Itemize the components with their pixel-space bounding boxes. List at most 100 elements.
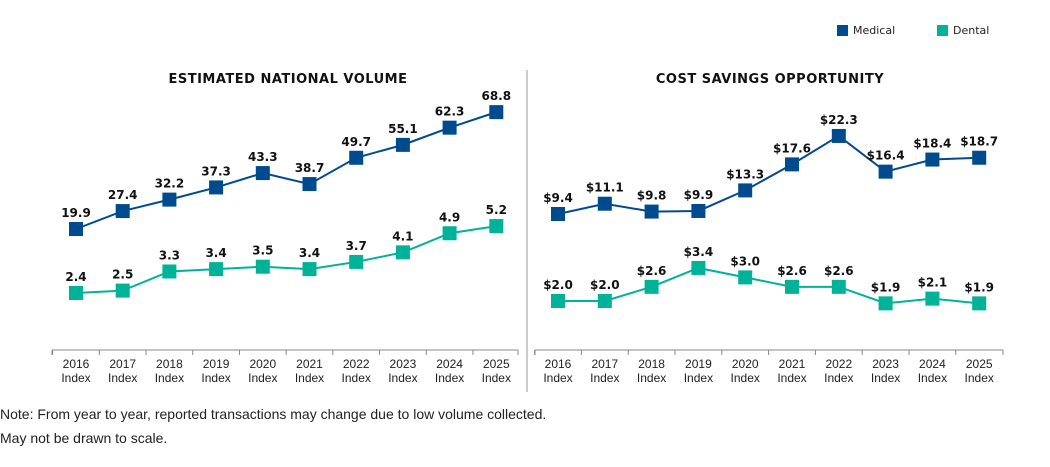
series-line-dental: [558, 266, 980, 305]
data-label: 3.4: [299, 246, 320, 260]
data-label: $1.9: [964, 280, 994, 294]
x-tick-label: 2020 Index: [248, 357, 277, 385]
data-point-dental: [785, 279, 799, 294]
x-tick-label: 2023 Index: [871, 357, 900, 385]
data-label: $2.6: [824, 264, 854, 278]
data-point-dental: [972, 296, 987, 311]
legend-medical-swatch: [837, 25, 848, 36]
data-point-medical: [162, 192, 177, 207]
data-point-dental: [395, 245, 410, 260]
data-point-medical: [442, 120, 457, 135]
note-text: Note: From year to year, reported transa…: [0, 406, 547, 422]
data-label: $9.4: [543, 191, 573, 205]
data-label: $11.1: [586, 181, 624, 195]
data-point-medical: [597, 196, 612, 211]
data-point-medical: [644, 204, 659, 219]
data-point-medical: [551, 207, 565, 221]
data-point-dental: [597, 294, 612, 308]
data-label: $22.3: [820, 113, 858, 127]
data-label: $1.9: [871, 280, 901, 294]
x-tick-label: 2018 Index: [637, 357, 666, 385]
data-point-dental: [551, 294, 565, 308]
data-label: 43.3: [248, 150, 278, 164]
data-point-dental: [489, 219, 504, 234]
data-point-medical: [785, 157, 799, 172]
data-point-medical: [255, 166, 270, 181]
data-label: 19.9: [61, 206, 91, 220]
data-point-dental: [69, 286, 83, 300]
data-label: 3.3: [159, 248, 180, 262]
data-label: 27.4: [108, 188, 138, 202]
data-point-dental: [738, 270, 753, 285]
x-tick-label: 2016 Index: [543, 357, 572, 385]
x-tick-label: 2017 Index: [590, 357, 619, 385]
data-point-medical: [69, 222, 83, 236]
x-tick-label: 2022 Index: [824, 357, 853, 385]
data-point-medical: [349, 150, 364, 165]
data-point-dental: [115, 283, 130, 298]
data-label: 5.2: [486, 203, 507, 217]
data-label: 49.7: [341, 135, 371, 149]
data-label: 3.7: [346, 239, 367, 253]
chart-title: ESTIMATED NATIONAL VOLUME: [168, 72, 407, 87]
data-point-dental: [691, 260, 706, 275]
data-label: $9.9: [684, 188, 714, 202]
data-point-medical: [738, 183, 753, 198]
data-label: 32.2: [155, 177, 185, 191]
data-label: $2.0: [590, 278, 620, 292]
data-label: 4.9: [439, 210, 460, 224]
scale-note-text: May not be drawn to scale.: [0, 430, 168, 446]
x-tick-label: 2019 Index: [201, 357, 230, 385]
x-tick-label: 2022 Index: [342, 357, 371, 385]
x-tick-label: 2025 Index: [965, 357, 994, 385]
legend-medical-label: Medical: [853, 24, 896, 37]
legend-dental: Dental: [937, 24, 989, 37]
data-point-dental: [255, 259, 270, 274]
data-point-medical: [831, 128, 846, 143]
data-label: 2.4: [65, 270, 86, 284]
x-tick-label: 2020 Index: [731, 357, 760, 385]
data-label: $18.7: [960, 135, 998, 149]
data-label: 2.5: [112, 268, 133, 282]
series-line-dental: [75, 225, 497, 294]
data-label: 62.3: [435, 105, 465, 119]
data-label: $16.4: [867, 149, 905, 163]
data-point-dental: [442, 226, 457, 241]
x-tick-label: 2021 Index: [777, 357, 806, 385]
data-point-medical: [878, 164, 893, 179]
legend-dental-label: Dental: [953, 24, 990, 37]
data-point-dental: [349, 254, 364, 269]
x-tick-label: 2024 Index: [435, 357, 464, 385]
data-point-medical: [489, 105, 504, 120]
x-tick-label: 2018 Index: [155, 357, 184, 385]
data-label: $17.6: [773, 141, 811, 155]
data-point-medical: [691, 203, 706, 218]
legend-dental-swatch: [937, 25, 948, 36]
x-tick-label: 2023 Index: [388, 357, 417, 385]
data-label: $9.8: [637, 189, 667, 203]
x-tick-label: 2016 Index: [61, 357, 90, 385]
chart-title: COST SAVINGS OPPORTUNITY: [656, 72, 884, 87]
data-point-dental: [209, 262, 224, 277]
data-label: 4.1: [392, 229, 413, 243]
data-point-medical: [302, 177, 317, 192]
data-label: 55.1: [388, 122, 418, 136]
x-tick-label: 2024 Index: [918, 357, 947, 385]
data-label: $2.6: [777, 264, 807, 278]
data-label: $3.4: [684, 245, 714, 259]
data-label: $3.0: [730, 254, 760, 268]
x-tick-label: 2017 Index: [108, 357, 137, 385]
data-label: 3.5: [252, 244, 273, 258]
x-tick-label: 2019 Index: [684, 357, 713, 385]
legend-medical: Medical: [837, 24, 895, 37]
data-point-dental: [831, 279, 846, 294]
data-label: 37.3: [201, 164, 231, 178]
data-label: 68.8: [481, 89, 511, 103]
data-label: $2.1: [918, 276, 948, 290]
data-point-medical: [395, 137, 410, 152]
data-label: $2.6: [637, 264, 667, 278]
data-label: 38.7: [295, 161, 325, 175]
data-point-dental: [925, 291, 940, 306]
